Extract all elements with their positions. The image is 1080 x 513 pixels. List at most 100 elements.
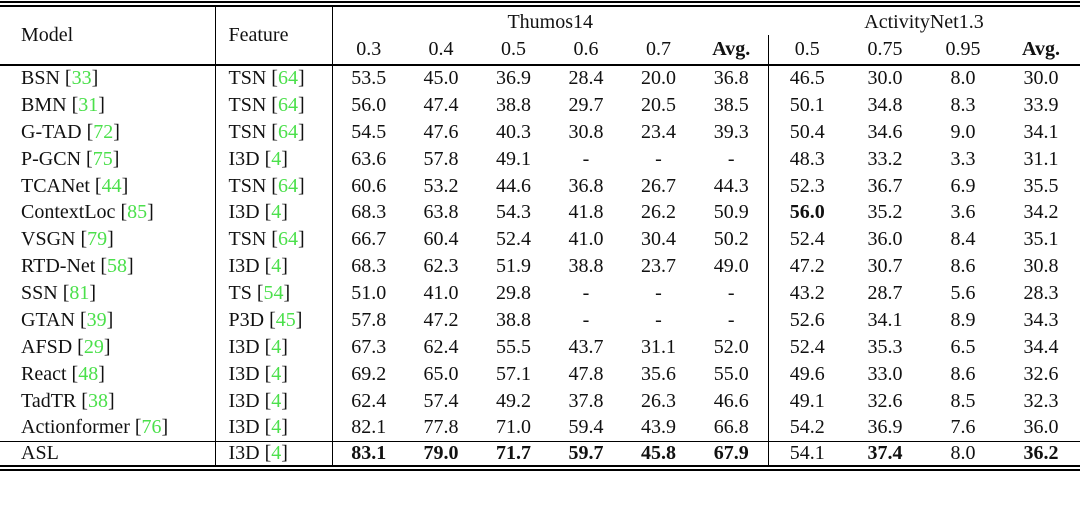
score-cell: 35.5 (1023, 174, 1059, 197)
feature-cell: I3D [4] (215, 145, 333, 173)
citation-link[interactable]: 48 (78, 362, 99, 385)
citation-link[interactable]: 31 (78, 93, 99, 116)
feature-cell: TSN [64] (215, 118, 333, 146)
model-name: BMN (21, 93, 67, 116)
score-cell: 30.4 (641, 228, 676, 251)
table-row-asl: ASL I3D [4] 83.1 79.0 71.7 59.7 45.8 67.9 54.1 37… (0, 440, 1080, 469)
citation-link[interactable]: 45 (275, 308, 296, 331)
citation-link[interactable]: 39 (86, 308, 107, 331)
score-cell: 41.0 (423, 282, 459, 305)
score-cell: 57.4 (423, 389, 459, 412)
score-cell: 6.5 (950, 335, 976, 358)
score-cell: 49.1 (767, 387, 846, 415)
model-cell: BSN [33] (0, 65, 216, 92)
tiou-header-0.6: 0.6 (550, 35, 622, 66)
score-cell: 50.2 (713, 228, 749, 251)
citation-link[interactable]: 75 (92, 147, 113, 170)
citation-link[interactable]: 38 (87, 389, 108, 412)
model-name: SSN (21, 282, 58, 305)
score-cell: 46.6 (713, 389, 749, 412)
feature-cell: I3D [4] (215, 440, 333, 469)
citation-link[interactable]: 29 (83, 335, 104, 358)
citation-link[interactable]: 4 (271, 335, 282, 358)
model-cell: ContextLoc [85] (0, 199, 216, 227)
score-cell: 30.8 (568, 120, 604, 143)
model-cell: SSN [81] (0, 280, 216, 308)
table-header: Model Feature Thumos14 ActivityNet1.3 0.… (0, 4, 1080, 66)
score-cell: 35.1 (1023, 228, 1059, 251)
score-cell: 45.0 (423, 67, 459, 90)
score-cell: 43.9 (641, 416, 676, 439)
feature-cell: P3D [45] (215, 307, 333, 334)
citation-link[interactable]: 4 (271, 201, 282, 224)
citation-link[interactable]: 4 (271, 416, 282, 439)
score-cell: 46.5 (767, 65, 846, 92)
feature-cell: I3D [4] (215, 387, 333, 415)
citation-link[interactable]: 58 (107, 255, 128, 278)
score-cell: 83.1 (332, 440, 405, 469)
feature-cell: I3D [4] (215, 199, 333, 227)
tiou-header-anet-0.75: 0.75 (846, 35, 924, 66)
citation-link[interactable]: 64 (277, 67, 298, 90)
score-cell: 38.8 (496, 93, 531, 116)
score-cell: 36.2 (1002, 440, 1080, 469)
citation-link[interactable]: 64 (277, 174, 298, 197)
dataset-header-activitynet: ActivityNet1.3 (864, 11, 984, 33)
avg-header-anet: Avg. (1002, 35, 1080, 66)
score-cell: 62.4 (351, 389, 387, 412)
citation-link[interactable]: 54 (263, 282, 284, 305)
model-name: RTD-Net (21, 255, 96, 278)
score-cell: 28.3 (1023, 282, 1059, 305)
table-row: Actionformer [76] I3D [4] 82.1 77.8 71.0 59.4… (0, 414, 1080, 442)
score-cell: 36.9 (867, 416, 903, 439)
score-cell: - (655, 147, 662, 170)
citation-link[interactable]: 64 (277, 93, 298, 116)
feature-name: I3D (228, 335, 260, 358)
table-row: G-TAD [72] TSN [64] 54.5 47.6 40.3 30.8 23.4 39… (0, 118, 1080, 146)
score-cell: 3.3 (950, 147, 976, 170)
citation-link[interactable]: 4 (271, 255, 282, 278)
citation-link[interactable]: 64 (277, 228, 298, 251)
citation-link[interactable]: 81 (69, 282, 90, 305)
citation-link[interactable]: 64 (277, 120, 298, 143)
score-cell: 44.3 (713, 174, 749, 197)
score-cell: 66.8 (713, 416, 749, 439)
table-row: React [48] I3D [4] 69.2 65.0 57.1 47.8 35.6 55.… (0, 360, 1080, 388)
citation-link[interactable]: 33 (71, 67, 92, 90)
table-row: TCANet [44] TSN [64] 60.6 53.2 44.6 36.8 26.7 4… (0, 172, 1080, 200)
score-cell: 36.7 (867, 174, 903, 197)
citation-link[interactable]: 79 (87, 228, 108, 251)
citation-link[interactable]: 4 (271, 362, 282, 385)
citation-link[interactable]: 4 (271, 389, 282, 412)
feature-name: I3D (228, 362, 260, 385)
score-cell: 8.6 (950, 362, 976, 385)
score-cell: 49.2 (496, 389, 531, 412)
citation-link[interactable]: 4 (271, 147, 282, 170)
score-cell: 47.2 (767, 253, 846, 281)
score-cell: 38.8 (568, 255, 604, 278)
score-cell: 82.1 (351, 416, 387, 439)
table-row: GTAN [39] P3D [45] 57.8 47.2 38.8 - - - 52.6 34.1… (0, 307, 1080, 334)
feature-name: I3D (228, 416, 260, 439)
citation-link[interactable]: 44 (101, 174, 122, 197)
score-cell: 38.5 (713, 93, 749, 116)
citation-link[interactable]: 76 (141, 416, 162, 439)
score-cell: 29.8 (496, 282, 531, 305)
table-row: P-GCN [75] I3D [4] 63.6 57.8 49.1 - - - 48.3 33.2… (0, 145, 1080, 173)
citation-link[interactable]: 85 (127, 201, 148, 224)
feature-cell: I3D [4] (215, 333, 333, 361)
score-cell: 54.5 (351, 120, 387, 143)
feature-name: TSN (228, 67, 267, 90)
citation-link[interactable]: 4 (271, 442, 282, 465)
model-name: BSN (21, 67, 60, 90)
feature-name: TSN (228, 93, 267, 116)
score-cell: 54.1 (767, 440, 846, 469)
score-cell: 9.0 (950, 120, 976, 143)
score-cell: 34.1 (867, 308, 903, 331)
tiou-header-0.5: 0.5 (477, 35, 550, 66)
score-cell: 32.3 (1023, 389, 1059, 412)
score-cell: 41.0 (568, 228, 604, 251)
score-cell: 68.3 (351, 201, 387, 224)
feature-cell: TSN [64] (215, 226, 333, 254)
citation-link[interactable]: 72 (93, 120, 114, 143)
